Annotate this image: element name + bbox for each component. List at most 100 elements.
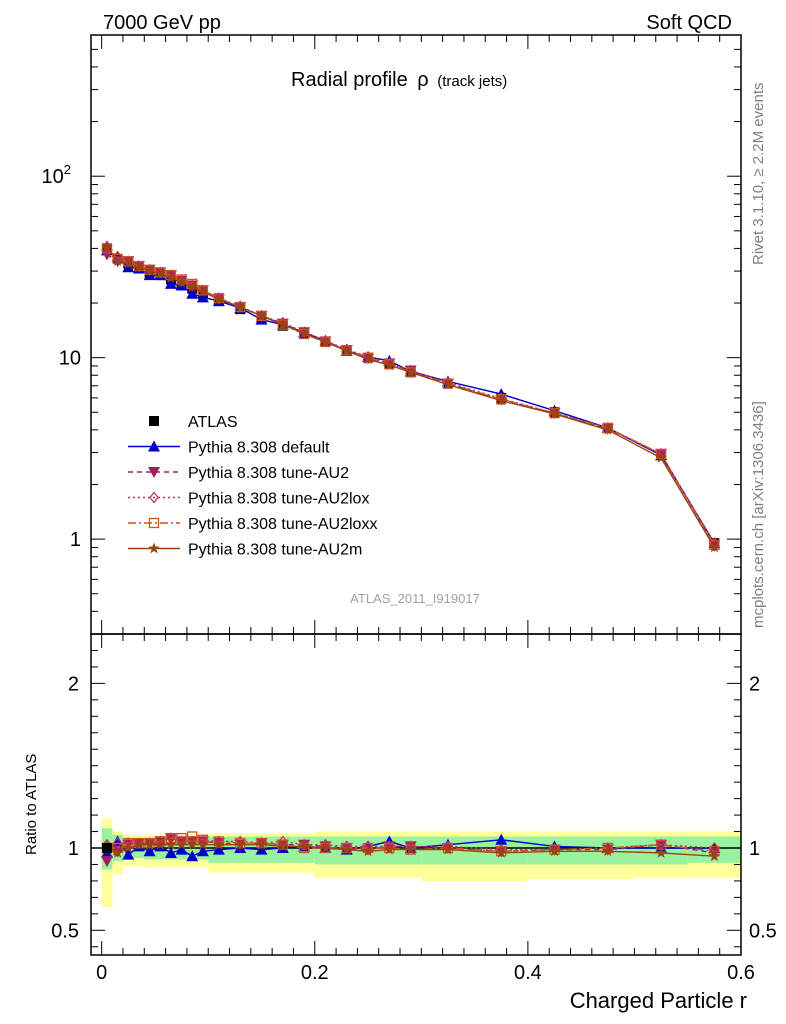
- ratio-xtick-label: 0.2: [301, 962, 329, 984]
- ratio-ytick-label-left: 0.5: [51, 920, 79, 942]
- ratio-series-0-point: [122, 848, 135, 860]
- ratio-series-0-point: [186, 850, 199, 862]
- ratio-series-3-line: [107, 835, 715, 853]
- series-3-point: [299, 326, 309, 339]
- series-5-point: [405, 366, 417, 378]
- series-5-point: [708, 541, 721, 553]
- ratio-series-4-point: [298, 840, 310, 852]
- series-5-point: [213, 293, 225, 304]
- ratio-series-4-point: [655, 846, 667, 858]
- legend-marker-2: [148, 467, 160, 478]
- ratio-series-4-point: [175, 838, 188, 850]
- ratio-ytick-label-left: 1: [68, 838, 79, 860]
- ratio-series-4-point: [213, 838, 225, 850]
- series-3-point: [187, 279, 197, 292]
- main-ytick-label: 10: [59, 348, 81, 370]
- ratio-series-4-point: [186, 838, 198, 850]
- series-5-point: [143, 265, 156, 276]
- ratio-series-0-point: [255, 843, 268, 855]
- series-5-point: [154, 267, 166, 279]
- series-5-point: [655, 452, 667, 463]
- ratio-series-2-line: [106, 837, 715, 851]
- ratio-series-4-point: [277, 840, 289, 852]
- series-5-point: [383, 359, 396, 370]
- ratio-ytick-label-right: 1: [749, 838, 760, 860]
- ratio-band-inner-7: [527, 836, 635, 865]
- series-5-point: [495, 394, 507, 406]
- ratio-ytick-label-right: 0.5: [749, 920, 777, 942]
- main-ytick-label: 1: [70, 529, 81, 551]
- ratio-atlas-point: [101, 843, 112, 853]
- series-5-point: [197, 286, 209, 297]
- legend-marker-4: [148, 517, 160, 529]
- ratio-series-0-point: [175, 843, 188, 855]
- legend-label-4: Pythia 8.308 tune-AU2loxx: [188, 516, 377, 533]
- main-ytick-label: 102: [42, 162, 71, 188]
- analysis-watermark: ATLAS_2011_I919017: [350, 591, 480, 606]
- series-5-point: [255, 309, 268, 321]
- ratio-series-4-point: [111, 846, 124, 858]
- series-5-point: [298, 327, 310, 339]
- series-5-point: [319, 336, 332, 347]
- legend: ATLAS Pythia 8.308 default Pythia 8.308 tu…: [128, 414, 377, 559]
- ratio-xtick-label: 0.4: [514, 962, 542, 984]
- series-5-point: [234, 301, 246, 312]
- series-5-point: [277, 318, 289, 330]
- series-5-point: [175, 276, 188, 288]
- series-5-point: [165, 271, 177, 283]
- series-5-point: [111, 255, 124, 267]
- side-label-rivet: Rivet 3.1.10, ≥ 2.2M events: [750, 83, 767, 266]
- ratio-series-4-point: [319, 842, 332, 853]
- ratio-series-1-point: [100, 856, 113, 868]
- series-1-point: [186, 287, 199, 299]
- ratio-xtick-label: 0.6: [727, 962, 755, 984]
- header-right: Soft QCD: [646, 12, 732, 34]
- ratio-series-0-point: [495, 833, 508, 845]
- main-axis-ticks: 1 10 102: [42, 34, 742, 635]
- series-3-point: [278, 316, 288, 329]
- ratio-y-axis-label: Ratio to ATLAS: [23, 754, 40, 855]
- plot-title-sub: (track jets): [437, 73, 507, 90]
- ratio-series-4-point: [234, 838, 246, 850]
- ratio-axis-ticks: 0.5 0.5 1 1 2 2 0 0.2 0.4 0.6: [51, 633, 777, 984]
- series-5-point: [122, 257, 134, 269]
- ratio-series-0-point: [143, 845, 156, 857]
- series-5-point: [602, 423, 614, 435]
- series-3-point: [320, 334, 331, 347]
- ratio-series-4-point: [495, 846, 507, 858]
- ratio-series-group: [100, 831, 721, 868]
- header-left: 7000 GeV pp: [103, 12, 221, 34]
- ratio-uncertainty-bands: [91, 818, 741, 908]
- legend-label-0: ATLAS: [188, 414, 238, 431]
- ratio-series-4-point: [255, 838, 268, 850]
- series-5-point: [442, 378, 454, 390]
- legend-label-1: Pythia 8.308 default: [188, 440, 330, 457]
- legend-marker-1: [148, 440, 160, 452]
- ratio-series-4-point: [602, 845, 614, 857]
- legend-marker-3: [149, 491, 159, 504]
- ratio-frame: [90, 633, 742, 956]
- series-5-point: [341, 344, 353, 356]
- series-5-point: [133, 261, 145, 273]
- legend-marker-0: [149, 416, 159, 426]
- series-5-point: [548, 407, 561, 419]
- ratio-series-0-point: [196, 845, 209, 857]
- ratio-series-4-point: [122, 842, 134, 853]
- ratio-series-4-point: [405, 843, 417, 855]
- series-1-point: [164, 277, 177, 289]
- panel-frames: [90, 34, 742, 956]
- ratio-ytick-label-left: 2: [68, 673, 79, 695]
- ratio-series-4-point: [341, 843, 353, 855]
- ratio-series-0-point: [212, 843, 225, 855]
- legend-label-5: Pythia 8.308 tune-AU2m: [188, 542, 362, 559]
- series-3-point: [176, 274, 187, 287]
- legend-label-3: Pythia 8.308 tune-AU2lox: [188, 491, 369, 508]
- ratio-series-4-point: [133, 838, 145, 850]
- legend-marker-5: [148, 542, 160, 554]
- side-label-mcplots: mcplots.cern.ch [arXiv:1306.3436]: [750, 401, 767, 628]
- ratio-xtick-label: 0: [96, 962, 107, 984]
- ratio-series-4-point: [165, 838, 177, 850]
- legend-label-2: Pythia 8.308 tune-AU2: [188, 465, 349, 482]
- plot-title-main: Radial profile: [291, 69, 408, 91]
